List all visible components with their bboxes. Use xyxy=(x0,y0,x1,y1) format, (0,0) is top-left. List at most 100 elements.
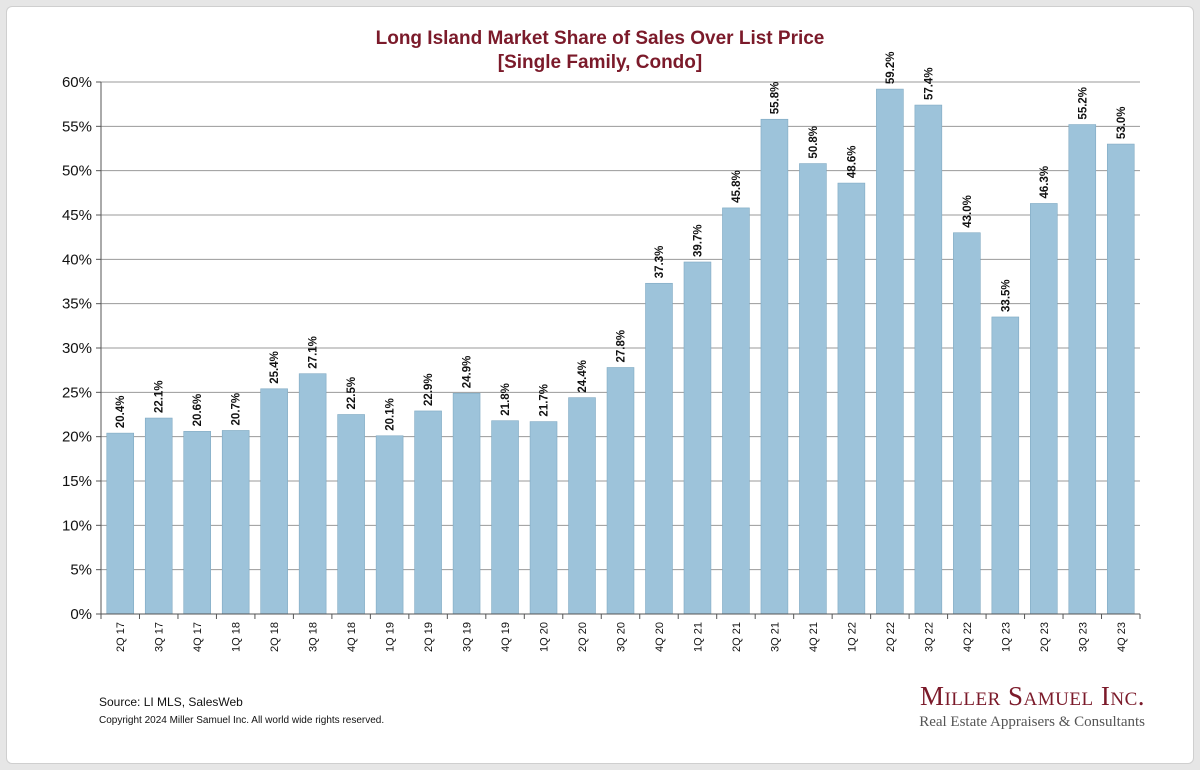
x-tick-label: 3Q 23 xyxy=(1077,622,1089,652)
x-tick-label: 1Q 22 xyxy=(846,622,858,652)
x-tick-label: 3Q 19 xyxy=(462,622,474,652)
x-tick-label: 4Q 21 xyxy=(808,622,820,652)
x-tick-label: 4Q 18 xyxy=(346,622,358,652)
x-tick-label: 4Q 22 xyxy=(962,622,974,652)
chart-frame: Long Island Market Share of Sales Over L… xyxy=(6,6,1194,764)
bar-2q-20 xyxy=(568,397,596,615)
x-tick-label: 2Q 23 xyxy=(1039,622,1051,652)
bar-1q-22 xyxy=(837,182,866,615)
bar-4q-18 xyxy=(337,414,365,615)
x-tick-label: 1Q 20 xyxy=(539,622,551,652)
y-tick-label: 60% xyxy=(62,74,92,91)
bar-2q-18 xyxy=(260,388,288,615)
data-label: 24.9% xyxy=(462,356,474,389)
x-tick-label: 1Q 21 xyxy=(692,622,704,652)
bar-2q-22 xyxy=(876,88,904,615)
bar-4q-19 xyxy=(491,420,519,615)
copyright-note: Copyright 2024 Miller Samuel Inc. All wo… xyxy=(99,715,385,726)
data-label: 20.7% xyxy=(231,393,243,426)
x-tick-label: 3Q 18 xyxy=(308,622,320,652)
data-label: 21.7% xyxy=(539,384,551,417)
y-tick-label: 20% xyxy=(62,429,92,446)
data-label: 33.5% xyxy=(1000,279,1012,312)
y-tick-label: 0% xyxy=(70,606,92,623)
x-tick-label: 2Q 21 xyxy=(731,622,743,652)
data-label: 27.8% xyxy=(616,330,628,363)
y-tick-label: 35% xyxy=(62,296,92,313)
bar-1q-19 xyxy=(375,435,404,615)
x-tick-label: 1Q 19 xyxy=(385,622,397,652)
x-tick-label: 3Q 21 xyxy=(769,622,781,652)
data-label: 37.3% xyxy=(654,246,666,279)
data-label: 24.4% xyxy=(577,360,589,393)
bar-3q-23 xyxy=(1068,124,1097,615)
bar-3q-22 xyxy=(914,104,943,615)
data-label: 43.0% xyxy=(962,195,974,228)
data-label: 48.6% xyxy=(846,145,858,178)
bar-1q-18 xyxy=(221,430,250,615)
bar-4q-17 xyxy=(183,431,211,615)
y-tick-label: 10% xyxy=(62,517,92,534)
bar-3q-20 xyxy=(606,367,635,615)
bar-3q-17 xyxy=(144,417,173,615)
bar-4q-22 xyxy=(953,232,981,615)
bars xyxy=(106,88,1135,615)
data-label: 27.1% xyxy=(308,336,320,369)
x-tick-label: 4Q 20 xyxy=(654,622,666,652)
data-label: 55.8% xyxy=(769,82,781,115)
axes xyxy=(100,82,1140,615)
y-tick-label: 45% xyxy=(62,207,92,224)
data-label: 50.8% xyxy=(808,126,820,159)
chart-title-line1: Long Island Market Share of Sales Over L… xyxy=(375,28,825,49)
x-tick-label: 4Q 23 xyxy=(1116,622,1128,652)
x-tick-label: 2Q 17 xyxy=(115,622,127,652)
chart-title: Long Island Market Share of Sales Over L… xyxy=(7,27,1193,75)
y-tick-label: 25% xyxy=(62,384,92,401)
bar-3q-19 xyxy=(452,392,481,615)
data-label: 46.3% xyxy=(1039,166,1051,199)
bar-3q-21 xyxy=(760,118,789,615)
x-tick-label: 3Q 17 xyxy=(154,622,166,652)
y-tick-label: 50% xyxy=(62,163,92,180)
y-tick-label: 40% xyxy=(62,251,92,268)
data-label: 59.2% xyxy=(885,51,897,84)
data-label: 22.1% xyxy=(154,380,166,413)
company-logo: Miller Samuel Inc. Real Estate Appraiser… xyxy=(919,681,1145,731)
y-tick-label: 15% xyxy=(62,473,92,490)
data-label: 25.4% xyxy=(269,351,281,384)
bar-2q-21 xyxy=(722,207,750,615)
bar-4q-21 xyxy=(799,163,827,615)
data-label: 39.7% xyxy=(692,224,704,257)
data-label: 20.4% xyxy=(115,396,127,429)
x-tick-label: 1Q 18 xyxy=(231,622,243,652)
x-tick-label: 3Q 20 xyxy=(616,622,628,652)
x-tick-label: 4Q 19 xyxy=(500,622,512,652)
x-tick-label: 4Q 17 xyxy=(192,622,204,652)
data-labels: 20.4% 22.1% 20.6% 20.7% 25.4% 27.1% 22.5% 20.1%… xyxy=(115,51,1128,430)
logo-name: Miller Samuel Inc. xyxy=(919,681,1145,711)
data-label: 57.4% xyxy=(923,67,935,100)
bar-2q-23 xyxy=(1030,203,1058,615)
y-tick-label: 30% xyxy=(62,340,92,357)
data-label: 55.2% xyxy=(1077,87,1089,120)
bar-1q-20 xyxy=(529,421,558,615)
bar-4q-20 xyxy=(645,282,673,615)
x-tick-label: 2Q 18 xyxy=(269,622,281,652)
bar-2q-19 xyxy=(414,410,442,615)
y-tick-label: 5% xyxy=(70,562,92,579)
x-tick-label: 2Q 19 xyxy=(423,622,435,652)
bar-1q-21 xyxy=(683,261,712,615)
data-label: 20.6% xyxy=(192,394,204,427)
data-label: 45.8% xyxy=(731,170,743,203)
x-tick-label: 1Q 23 xyxy=(1000,622,1012,652)
bar-4q-23 xyxy=(1106,143,1135,615)
data-label: 53.0% xyxy=(1116,106,1128,139)
y-tick-label: 55% xyxy=(62,118,92,135)
data-label: 22.9% xyxy=(423,373,435,406)
data-label: 22.5% xyxy=(346,377,358,410)
bar-chart: 0% 5% 10% 15% 20% 25% 30% 35% 40% 45% 50% 55% 60% 20… xyxy=(62,51,1141,652)
x-axis-tick-labels: 2Q 17 3Q 17 4Q 17 1Q 18 2Q 18 3Q 18 4Q 18 1Q 19… xyxy=(100,614,1141,652)
data-label: 21.8% xyxy=(500,383,512,416)
x-tick-label: 2Q 20 xyxy=(577,622,589,652)
logo-tagline: Real Estate Appraisers & Consultants xyxy=(919,714,1145,730)
